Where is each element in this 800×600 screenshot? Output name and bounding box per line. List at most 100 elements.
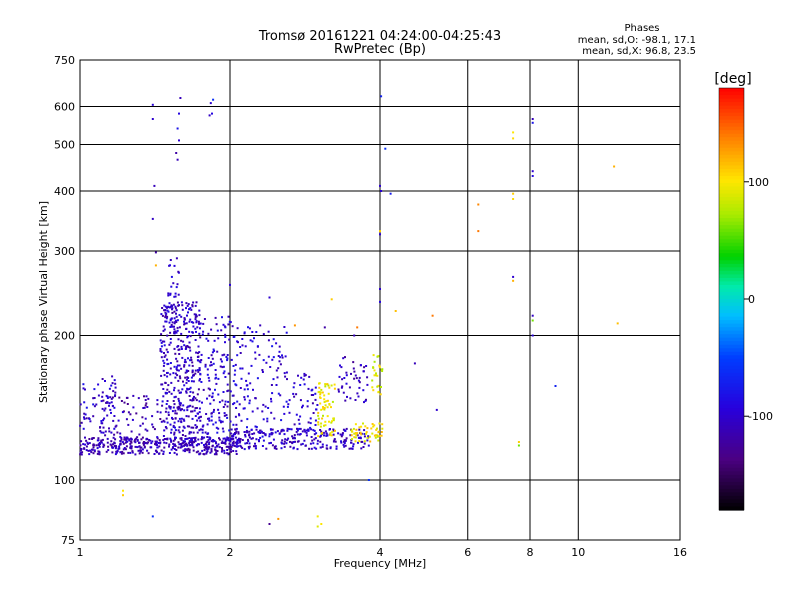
- data-point: [184, 359, 186, 361]
- data-point: [103, 444, 105, 446]
- data-point: [344, 439, 346, 441]
- data-point: [258, 354, 260, 356]
- data-point: [112, 447, 114, 449]
- data-point: [161, 307, 163, 309]
- data-point: [190, 357, 192, 359]
- data-point: [325, 404, 327, 406]
- data-point: [279, 394, 281, 396]
- data-point: [131, 445, 133, 447]
- data-point: [236, 443, 238, 445]
- data-point: [315, 399, 317, 401]
- data-point: [198, 351, 200, 353]
- data-point: [238, 433, 240, 435]
- data-point: [242, 368, 244, 370]
- data-point: [193, 380, 195, 382]
- data-point: [202, 432, 204, 434]
- data-point: [395, 310, 397, 312]
- data-point: [518, 441, 520, 443]
- data-point: [225, 401, 227, 403]
- colorbar-segment: [719, 496, 744, 500]
- data-point: [176, 368, 178, 370]
- data-point: [512, 280, 514, 282]
- data-point: [359, 377, 361, 379]
- data-point: [273, 418, 275, 420]
- data-point: [165, 354, 167, 356]
- data-point: [377, 431, 379, 433]
- data-point: [213, 349, 215, 351]
- data-point: [111, 401, 113, 403]
- colorbar-segment: [719, 120, 744, 124]
- colorbar-segment: [719, 471, 744, 475]
- colorbar-segment: [719, 236, 744, 240]
- data-point: [247, 395, 249, 397]
- data-point: [197, 393, 199, 395]
- data-point: [160, 313, 162, 315]
- data-point: [302, 430, 304, 432]
- data-point: [207, 418, 209, 420]
- data-point: [234, 383, 236, 385]
- data-point: [88, 450, 90, 452]
- data-point: [126, 441, 128, 443]
- data-point: [186, 409, 188, 411]
- data-point: [268, 331, 270, 333]
- data-point: [246, 384, 248, 386]
- data-point: [198, 356, 200, 358]
- data-point: [163, 451, 165, 453]
- data-point: [213, 411, 215, 413]
- data-point: [311, 389, 313, 391]
- data-point: [111, 444, 113, 446]
- data-point: [182, 434, 184, 436]
- data-point: [230, 421, 232, 423]
- data-point: [188, 365, 190, 367]
- data-point: [92, 415, 94, 417]
- data-point: [190, 411, 192, 413]
- data-point: [215, 422, 217, 424]
- data-point: [252, 340, 254, 342]
- data-point: [293, 396, 295, 398]
- colorbar-segment: [719, 271, 744, 275]
- data-point: [139, 452, 141, 454]
- data-point: [100, 432, 102, 434]
- data-point: [366, 427, 368, 429]
- data-point: [161, 383, 163, 385]
- data-point: [233, 395, 235, 397]
- data-point: [84, 418, 86, 420]
- data-point: [214, 340, 216, 342]
- data-point: [103, 410, 105, 412]
- data-point: [225, 440, 227, 442]
- data-point: [211, 416, 213, 418]
- data-point: [83, 387, 85, 389]
- data-point: [285, 355, 287, 357]
- data-point: [186, 376, 188, 378]
- data-point: [174, 348, 176, 350]
- data-point: [100, 440, 102, 442]
- data-point: [262, 436, 264, 438]
- data-point: [113, 437, 115, 439]
- data-point: [211, 420, 213, 422]
- colorbar-segment: [719, 92, 744, 96]
- data-point: [223, 406, 225, 408]
- data-point: [250, 339, 252, 341]
- data-point: [174, 410, 176, 412]
- data-point: [200, 359, 202, 361]
- data-point: [145, 418, 147, 420]
- data-point: [220, 421, 222, 423]
- data-point: [180, 340, 182, 342]
- data-point: [162, 315, 164, 317]
- colorbar-segment: [719, 162, 744, 166]
- data-point: [390, 193, 392, 195]
- data-point: [127, 452, 129, 454]
- data-point: [181, 357, 183, 359]
- data-point: [202, 334, 204, 336]
- data-point: [174, 317, 176, 319]
- data-point: [104, 380, 106, 382]
- data-point: [161, 351, 163, 353]
- data-point: [320, 409, 322, 411]
- data-point: [180, 421, 182, 423]
- data-point: [353, 368, 355, 370]
- data-point: [123, 448, 125, 450]
- data-point: [177, 330, 179, 332]
- data-point: [177, 128, 179, 130]
- data-point: [232, 438, 234, 440]
- data-point: [182, 381, 184, 383]
